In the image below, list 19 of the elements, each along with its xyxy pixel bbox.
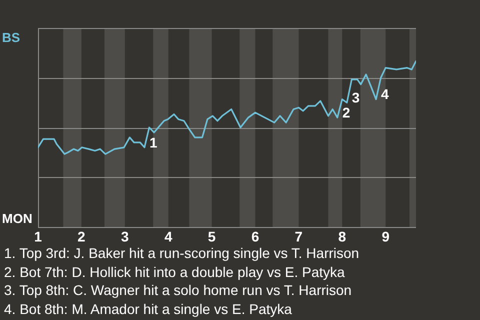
text: BS [2, 30, 20, 45]
x-tick-label: 4 [164, 228, 172, 244]
x-tick-label: 9 [382, 228, 390, 244]
x-tick-label: 6 [251, 228, 260, 244]
annotation: 1 [149, 134, 158, 150]
x-tick-label: 3 [121, 228, 129, 244]
text: 4. Bot 8th: M. Amador hit a single vs E. Patyka [4, 300, 293, 318]
annotation: 2 [342, 104, 350, 120]
text: 3. Top 8th: C. Wagner hit a solo home run vs T. Harrison [4, 281, 353, 300]
x-tick-label: 8 [338, 228, 346, 244]
x-tick-label: 2 [78, 228, 86, 244]
text: 1. Top 3rd: J. Baker hit a run-scoring single vs T. Harrison [4, 244, 360, 262]
x-tick-label: 5 [208, 228, 216, 244]
text: 2. Bot 7th: D. Hollick hit into a double play vs E. Patyka [4, 262, 346, 281]
x-tick-label: 1 [34, 228, 42, 244]
text: MON [2, 211, 32, 226]
x-tick-label: 7 [294, 228, 303, 244]
annotation: 4 [381, 86, 390, 102]
annotation: 3 [352, 89, 360, 106]
